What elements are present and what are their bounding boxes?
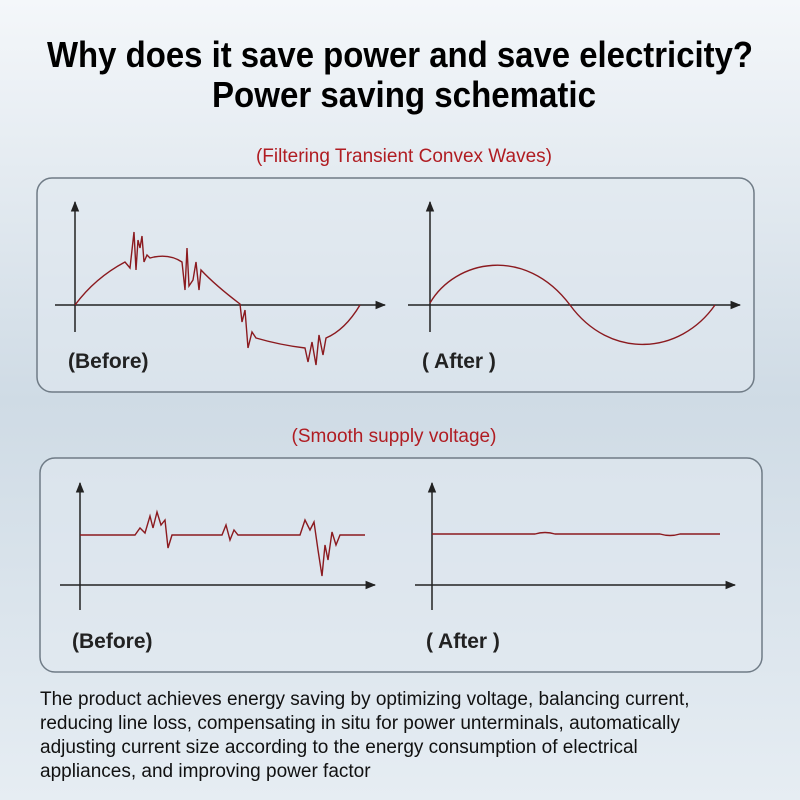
description-line: reducing line loss, compensating in situ… — [40, 713, 680, 734]
before-label: (Before) — [68, 350, 149, 373]
title: Power saving schematic — [212, 74, 596, 115]
after-label: ( After ) — [426, 630, 500, 653]
description-line: appliances, and improving power factor — [40, 761, 371, 782]
description-line: The product achieves energy saving by op… — [40, 689, 690, 710]
wave — [429, 264, 716, 346]
panel — [36, 177, 755, 393]
after-label: ( After ) — [422, 350, 496, 373]
section-caption: (Smooth supply voltage) — [292, 426, 497, 447]
wave — [74, 231, 361, 366]
panel — [39, 457, 763, 673]
before-label: (Before) — [72, 630, 153, 653]
title: Why does it save power and save electric… — [47, 34, 753, 75]
description-line: adjusting current size according to the … — [40, 737, 638, 758]
section-caption: (Filtering Transient Convex Waves) — [256, 146, 552, 167]
wave — [432, 531, 720, 537]
wave — [80, 509, 365, 577]
